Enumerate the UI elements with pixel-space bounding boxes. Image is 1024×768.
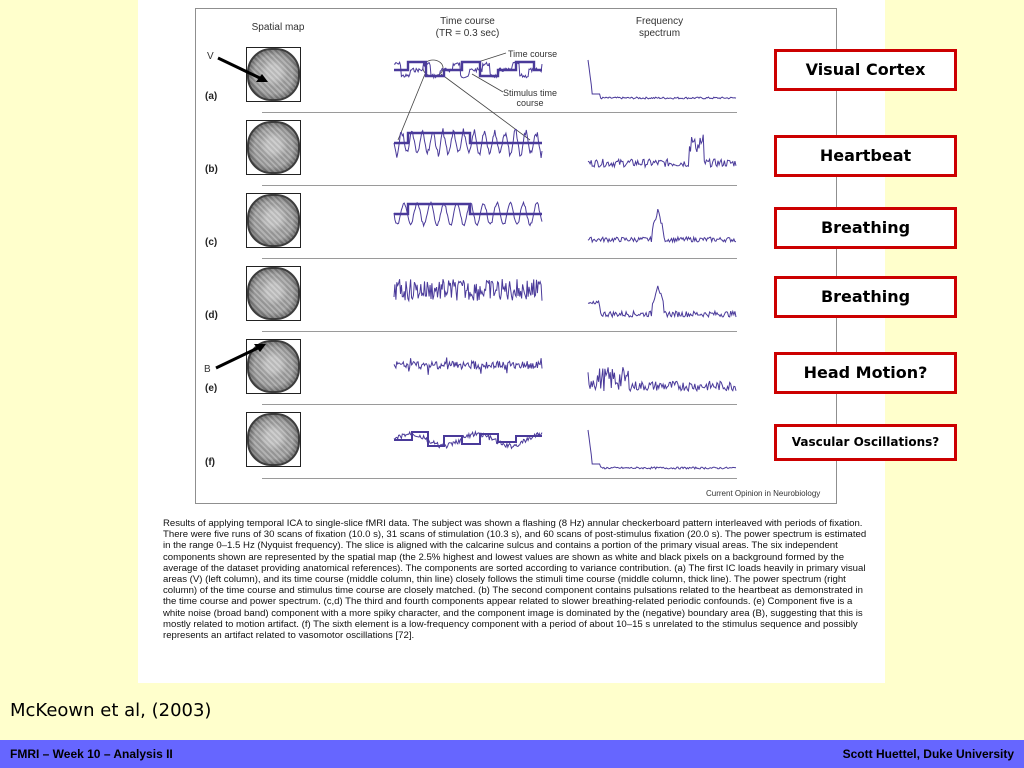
stimulus-trace [394,131,542,145]
time-course-trace [393,200,543,228]
journal-credit: Current Opinion in Neurobiology [706,489,821,498]
stimulus-trace [394,431,542,447]
row-label-f: (f) [205,457,215,468]
stimulus-trace [394,202,542,216]
spatial-map-a-frame [246,47,301,102]
figure-caption: Results of applying temporal ICA to sing… [163,518,867,642]
spatial-map-c [247,194,300,247]
row-divider [262,185,737,186]
label-breathing-2: Breathing [774,276,957,318]
row-label-a: (a) [205,91,218,102]
row-label-d: (d) [205,310,218,321]
spatial-map-c-frame [246,193,301,248]
time-course-trace [393,429,543,450]
label-visual-cortex: Visual Cortex [774,49,957,91]
time-course-trace [393,128,543,158]
citation: McKeown et al, (2003) [10,700,212,721]
spatial-map-e-frame [246,339,301,394]
v-marker: V [207,51,214,62]
label-head-motion: Head Motion? [774,352,957,394]
label-heartbeat: Heartbeat [774,135,957,177]
column-header-spatial: Spatial map [251,22,305,33]
label-breathing-1: Breathing [774,207,957,249]
annotation-stimulus: Stimulus time course [503,88,558,108]
spatial-map-e [247,340,300,393]
frequency-spectrum-trace [587,285,737,319]
row-label-b: (b) [205,164,218,175]
row-divider [262,404,737,405]
frequency-spectrum-trace [587,429,737,470]
spatial-map-b-frame [246,120,301,175]
label-vascular-oscillations: Vascular Oscillations? [774,424,957,461]
arrow-icon-b [215,344,266,370]
time-course-trace [393,61,543,80]
row-label-c: (c) [205,237,218,248]
spatial-map-d [247,267,300,320]
row-divider [262,478,737,479]
spatial-map-a [247,48,300,101]
row-divider [262,258,737,259]
stimulus-trace [394,60,542,78]
row-label-e: (e) [205,383,218,394]
annotation-time-course: Time course [508,49,558,59]
frequency-spectrum-trace [587,134,737,169]
column-header-frequency: Frequency spectrum [635,16,684,39]
footer-bar: FMRI – Week 10 – Analysis II Scott Huett… [0,740,1024,768]
spatial-map-b [247,121,300,174]
column-header-time: Time course (TR = 0.3 sec) [435,16,500,39]
spatial-map-d-frame [246,266,301,321]
time-course-trace [393,279,543,303]
frequency-spectrum-trace [587,367,737,393]
frequency-spectrum-trace [587,208,737,244]
figure-frame [195,8,837,504]
row-divider [262,112,737,113]
footer-author: Scott Huettel, Duke University [842,747,1014,761]
footer-course: FMRI – Week 10 – Analysis II [10,747,173,761]
b-marker: B [204,364,211,375]
spatial-map-f-frame [246,412,301,467]
time-course-trace [393,357,543,375]
arrow-icon-v [217,56,268,82]
spatial-map-f [247,413,300,466]
frequency-spectrum-trace [587,59,737,100]
row-divider [262,331,737,332]
